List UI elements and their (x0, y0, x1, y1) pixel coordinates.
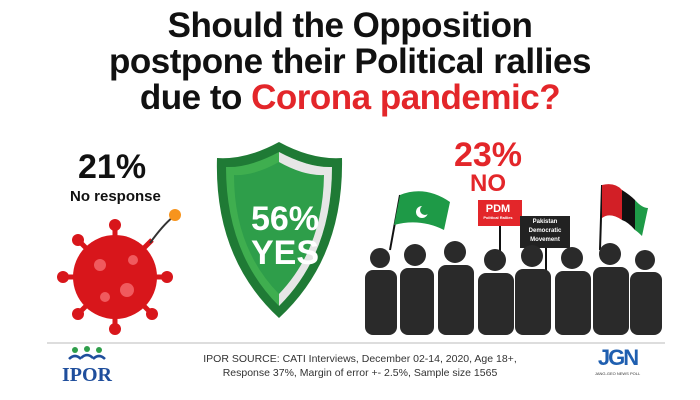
no-percent: 23% (453, 136, 523, 174)
source-line1: IPOR SOURCE: CATI Interviews, December 0… (203, 353, 517, 365)
headline-highlight: Corona pandemic? (251, 78, 561, 117)
ipor-logo: IPOR (62, 346, 112, 385)
people-icon (68, 346, 106, 360)
source-note: IPOR SOURCE: CATI Interviews, December 0… (190, 352, 530, 380)
movement-sign-line1: Pakistan (532, 219, 558, 225)
pdm-sign-sublabel: Political Rallies (483, 215, 513, 220)
yes-result: 56% YES (245, 202, 325, 270)
headline-line3-prefix: due to (139, 78, 252, 117)
headline-line2: postpone their Political rallies (109, 42, 591, 81)
pdm-sign (478, 200, 522, 226)
headline-line3: due to Corona pandemic? (0, 80, 700, 116)
movement-sign-line3: Movement (530, 237, 560, 243)
movement-sign-line2: Democratic (528, 228, 562, 234)
virus-bomb-icon (57, 209, 181, 335)
protest-crowd-illustration (365, 184, 662, 335)
no-result: 23% NO (448, 138, 528, 196)
jgn-logo-text: JGN (597, 345, 639, 370)
footer-divider (47, 342, 665, 344)
shield-icon (216, 142, 343, 318)
jgn-logo: JGN JANG-GEO NEWS POLL (590, 345, 645, 377)
source-line2: Response 37%, Margin of error +- 2.5%, S… (222, 367, 498, 379)
pdm-sign-label: PDM (485, 203, 511, 215)
no-response-percent: 21% (78, 148, 147, 186)
yes-percent: 56% (250, 200, 320, 238)
yes-label: YES (250, 234, 320, 272)
headline-line1: Should the Opposition (167, 6, 533, 45)
movement-sign (520, 216, 570, 248)
no-response-label: No response (70, 188, 161, 205)
jgn-logo-caption: JANG-GEO NEWS POLL (594, 371, 641, 376)
headline: Should the Opposition postpone their Pol… (0, 8, 700, 116)
movement-sign-text: Pakistan Democratic Movement (520, 218, 570, 245)
ipor-logo-text: IPOR (62, 364, 112, 386)
pdm-sign-text: PDM Political Rallies (478, 203, 518, 221)
no-label: NO (470, 170, 506, 197)
ppp-flag-icon (602, 184, 622, 220)
